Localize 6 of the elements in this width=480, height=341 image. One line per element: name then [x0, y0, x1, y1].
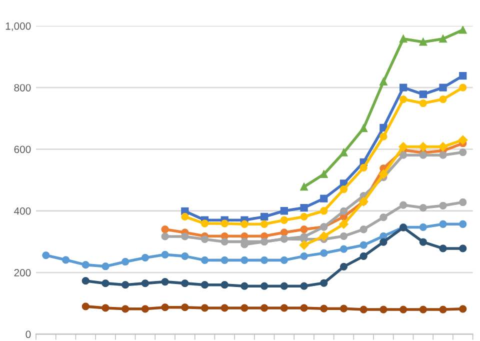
- y-tick-label: 800: [14, 84, 31, 92]
- y-tick-label: 0: [26, 330, 31, 338]
- y-tick-label: 1,000: [6, 22, 31, 32]
- y-tick-label: 400: [14, 207, 31, 215]
- y-tick-label: 200: [14, 269, 31, 276]
- y-tick-label: 600: [14, 146, 31, 154]
